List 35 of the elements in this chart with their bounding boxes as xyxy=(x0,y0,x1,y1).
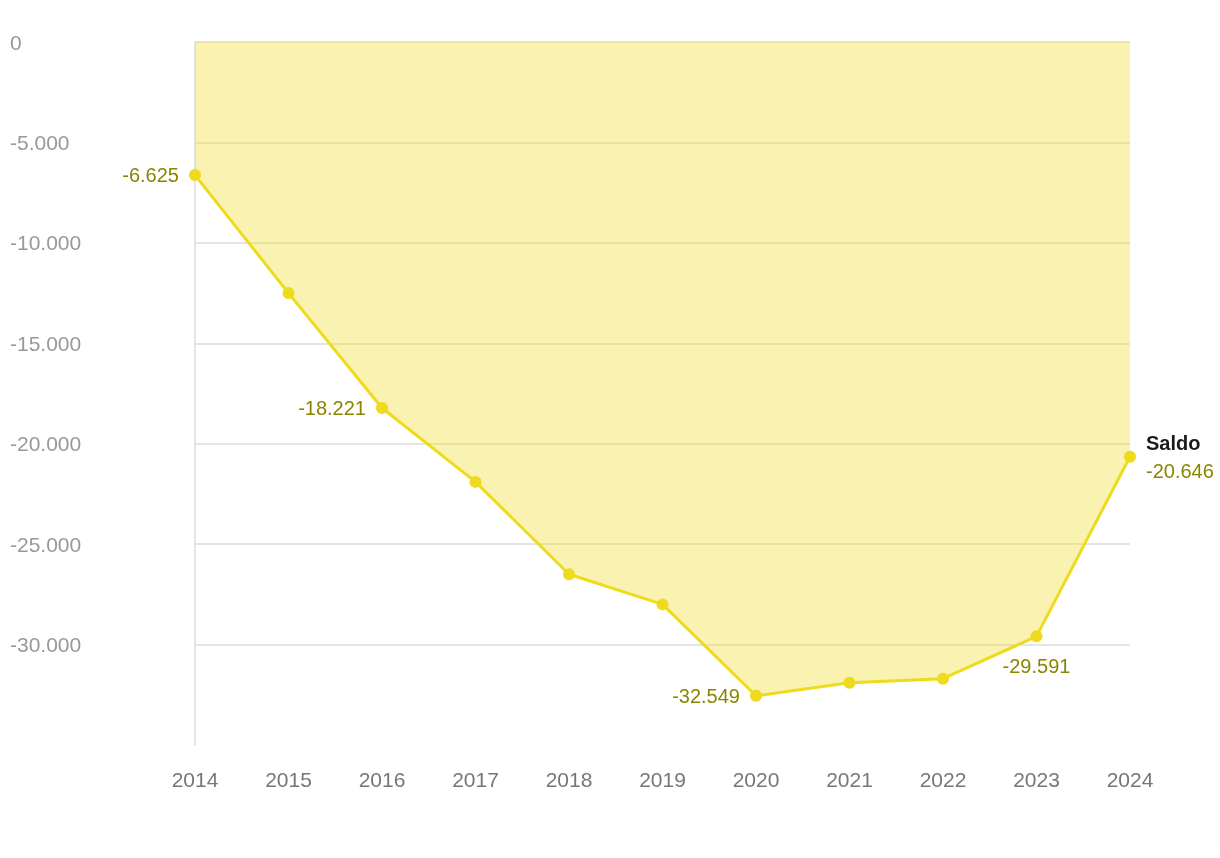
point xyxy=(843,676,856,689)
point xyxy=(1124,450,1136,463)
x-tick-label: 2018 xyxy=(545,768,593,791)
y-tick-label: -5.000 xyxy=(10,130,70,154)
point xyxy=(376,401,388,414)
data-label: -29.591 xyxy=(1002,655,1071,678)
x-tick-label: 2019 xyxy=(639,768,686,791)
x-tick-label: 2017 xyxy=(452,768,499,791)
y-tick-label: -15.000 xyxy=(10,331,82,355)
y-tick-label: -30.000 xyxy=(10,633,82,657)
y-tick-label: 0 xyxy=(10,30,22,54)
x-tick-label: 2022 xyxy=(919,768,967,791)
x-tick-label: 2016 xyxy=(358,768,406,791)
data-label: -32.549 xyxy=(672,684,740,707)
point xyxy=(469,475,482,488)
y-tick-label: -10.000 xyxy=(10,231,82,255)
point xyxy=(656,598,669,611)
y-tick-label: -25.000 xyxy=(10,532,82,556)
point xyxy=(563,568,575,581)
x-tick-label: 2020 xyxy=(732,768,780,791)
point xyxy=(1030,630,1043,643)
x-tick-label: 2021 xyxy=(826,768,873,791)
data-label: -18.221 xyxy=(298,396,366,419)
x-tick-label: 2014 xyxy=(171,768,219,791)
data-label: -20.646 xyxy=(1146,459,1214,482)
y-tick-label: -20.000 xyxy=(10,432,82,456)
point xyxy=(189,169,201,182)
data-label: -6.625 xyxy=(122,164,179,187)
x-tick-label: 2015 xyxy=(265,768,312,791)
series-label: Saldo xyxy=(1146,431,1201,454)
point xyxy=(282,287,295,300)
x-tick-label: 2024 xyxy=(1106,768,1154,791)
point xyxy=(750,689,762,702)
point xyxy=(937,672,949,685)
x-tick-label: 2023 xyxy=(1013,768,1060,791)
